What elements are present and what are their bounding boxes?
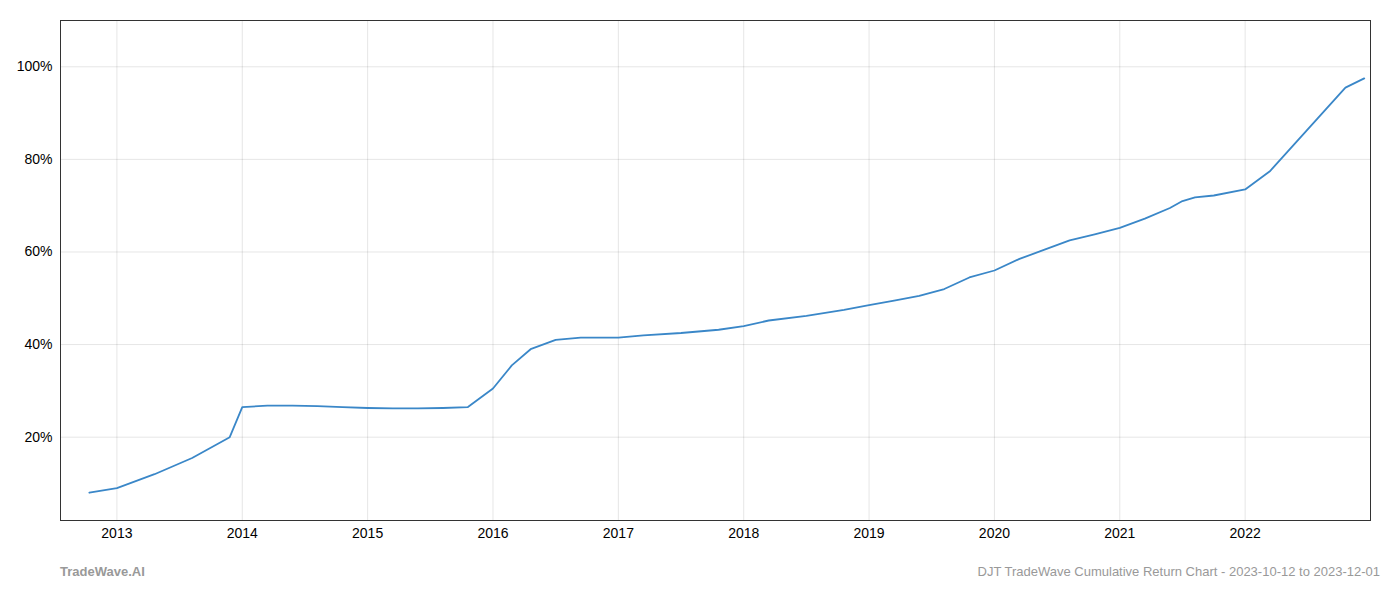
svg-text:2017: 2017 (603, 525, 634, 541)
svg-text:2020: 2020 (979, 525, 1010, 541)
svg-text:2021: 2021 (1104, 525, 1135, 541)
svg-text:80%: 80% (24, 151, 52, 167)
svg-text:2015: 2015 (352, 525, 383, 541)
svg-text:100%: 100% (17, 58, 53, 74)
html-text:TradeWave.AI: TradeWave.AI (60, 564, 145, 579)
html-text:DJT TradeWave Cumulative Retur: DJT TradeWave Cumulative Return Chart - … (977, 564, 1380, 579)
svg-text:20%: 20% (24, 429, 52, 445)
svg-text:60%: 60% (24, 243, 52, 259)
svg-text:2022: 2022 (1230, 525, 1261, 541)
svg-text:40%: 40% (24, 336, 52, 352)
svg-text:2019: 2019 (853, 525, 884, 541)
svg-text:2018: 2018 (728, 525, 759, 541)
svg-text:2013: 2013 (101, 525, 132, 541)
svg-text:2014: 2014 (227, 525, 258, 541)
svg-text:2016: 2016 (477, 525, 508, 541)
